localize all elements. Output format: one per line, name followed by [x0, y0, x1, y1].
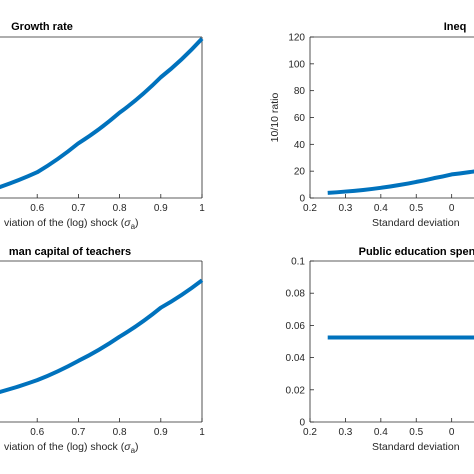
panel-growth: 0.6 0.7 0.8 0.9 1 Growth rate viation of the (… [0, 21, 205, 231]
y-tick-label: 60 [294, 113, 306, 124]
x-tick-label: 0.5 [409, 427, 423, 438]
x-tick-label: 0.7 [71, 203, 85, 214]
x-tick-label: 0.7 [71, 427, 85, 438]
x-tick-label: 0.9 [154, 427, 168, 438]
x-axis-label: viation of the (log) shock (σa) [4, 217, 139, 231]
y-tick-label: 20 [294, 167, 306, 178]
x-tick-label: 0.4 [374, 203, 388, 214]
y-tick-label: 40 [294, 140, 306, 151]
x-tick-label: 0.4 [374, 427, 388, 438]
x-tick-label: 0.6 [30, 203, 44, 214]
y-tick-label: 0 [299, 418, 305, 429]
series-line [0, 278, 204, 395]
x-tick-label: 0.3 [338, 203, 352, 214]
y-tick-label: 0.08 [286, 289, 306, 300]
y-tick-label: 80 [294, 86, 306, 97]
x-tick-label: 0.6 [30, 427, 44, 438]
x-tick-label: 0.8 [113, 203, 127, 214]
x-tick-label: 0.2 [303, 203, 317, 214]
x-tick-label: 0.8 [113, 427, 127, 438]
panel-inequal: 0.2 0.3 0.4 0.5 0 0 20 40 60 80 100 120 Ineq Standard… [269, 21, 474, 229]
panel-title: Ineq [444, 21, 467, 33]
panel-title: Growth rate [11, 21, 73, 33]
y-tick-label: 0.02 [286, 385, 306, 396]
series-line [327, 169, 474, 195]
y-tick-label: 100 [288, 59, 305, 70]
panel-title: man capital of teachers [9, 246, 131, 258]
y-tick-label: 0.04 [286, 353, 306, 364]
x-axis-label: Standard deviation [372, 441, 460, 453]
y-axis-label: 10/10 ratio [269, 93, 281, 143]
panel-spending: 0.2 0.3 0.4 0.5 0 0 0.02 0.04 0.06 0.08 0.1 Public … [286, 246, 474, 453]
y-tick-label: 120 [288, 33, 305, 44]
x-tick-label: 1 [199, 203, 205, 214]
x-tick-label: 0.3 [338, 427, 352, 438]
y-tick-label: 0.06 [286, 321, 306, 332]
panel-teachers: 0.6 0.7 0.8 0.9 1 man capital of teachers viat… [0, 246, 205, 455]
series-line [0, 37, 204, 190]
y-tick-label: 0.1 [291, 257, 305, 268]
x-tick-label: 0.2 [303, 427, 317, 438]
y-tick-label: 0 [299, 194, 305, 205]
x-tick-label: 0 [449, 427, 455, 438]
x-tick-label: 0.9 [154, 203, 168, 214]
x-tick-label: 0 [449, 203, 455, 214]
x-tick-label: 0.5 [409, 203, 423, 214]
x-axis-label: Standard deviation [372, 217, 460, 229]
x-axis-label: viation of the (log) shock (σa) [4, 441, 139, 455]
panel-title: Public education spen [359, 246, 474, 258]
x-tick-label: 1 [199, 427, 205, 438]
